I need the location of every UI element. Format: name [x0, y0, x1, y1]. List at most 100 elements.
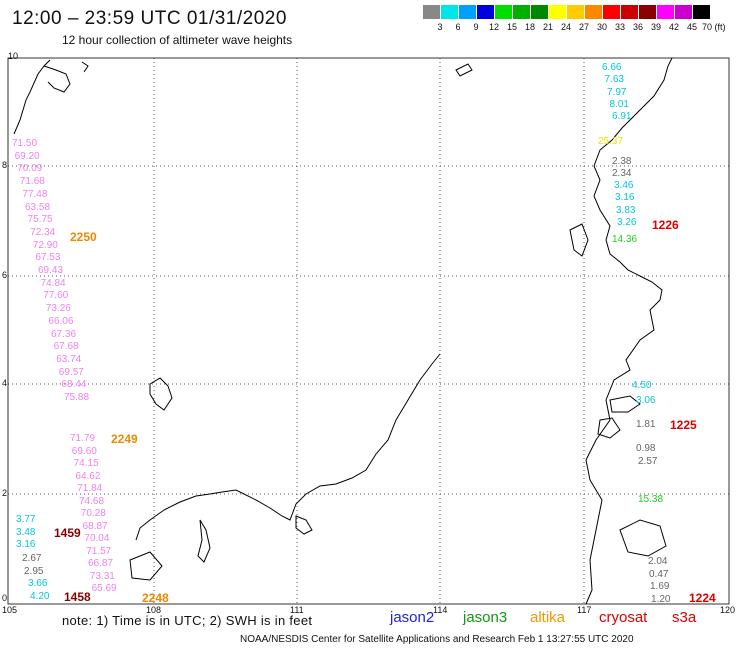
wave-height-value: 4.20 — [30, 590, 50, 602]
scale-label: 21 — [542, 22, 553, 32]
pass-time-1226: 1226 — [652, 218, 679, 232]
wave-height-value: 67.53 — [35, 252, 61, 264]
wave-height-value: 14.36 — [612, 234, 638, 245]
wave-height-value: 74.84 — [40, 277, 66, 289]
scale-label: 15 — [506, 22, 517, 32]
scale-label: 24 — [560, 22, 571, 32]
wave-height-value: 3.26 — [617, 216, 637, 228]
wave-height-value: 3.48 — [16, 526, 36, 538]
wave-height-value: 69.57 — [58, 366, 84, 378]
wave-height-value: 69.43 — [38, 265, 64, 276]
scale-swatch — [584, 5, 602, 19]
lon-label-120: 120 — [720, 605, 736, 615]
wave-height-value: 3.83 — [616, 204, 636, 216]
scale-label: 18 — [524, 22, 535, 32]
wave-height-value: 65.69 — [91, 583, 117, 594]
scale-label: 45 — [686, 22, 697, 32]
wave-height-value: 73.26 — [45, 303, 71, 315]
pass-time-2250: 2250 — [70, 230, 97, 244]
scale-swatch — [620, 5, 638, 19]
wave-height-value: 2.95 — [24, 565, 44, 577]
wave-height-value: 77.60 — [43, 290, 69, 302]
wave-height-value: 72.90 — [32, 239, 58, 251]
lat-label-8: 8 — [2, 160, 8, 170]
footnote: note: 1) Time is in UTC; 2) SWH is in fe… — [62, 613, 313, 628]
wave-height-value: 6.91 — [612, 111, 632, 123]
wave-height-value: 3.46 — [614, 180, 634, 191]
wave-height-value: 73.31 — [89, 570, 115, 582]
wave-height-value: 3.06 — [636, 395, 656, 406]
wave-height-value: 63.58 — [25, 201, 51, 213]
wave-height-value: 15.38 — [638, 494, 664, 505]
satellite-altika: altika — [530, 609, 566, 626]
wave-height-value: 68.87 — [82, 520, 108, 532]
pass-time-2248: 2248 — [142, 591, 169, 605]
scale-label: 39 — [650, 22, 661, 32]
scale-label: 3 — [437, 22, 443, 32]
scale-swatch — [530, 5, 548, 19]
pass-time-1458: 1458 — [64, 590, 91, 604]
lat-label-10: 10 — [8, 51, 19, 61]
scale-label: 36 — [632, 22, 643, 32]
wave-height-value: 6.66 — [602, 62, 622, 73]
pass-time-1224: 1224 — [689, 591, 716, 605]
wave-height-value: 67.36 — [51, 328, 77, 340]
wave-height-value: 1.81 — [636, 419, 656, 430]
wave-height-value: 68.44 — [61, 379, 87, 391]
wave-height-value: 64.62 — [75, 470, 101, 482]
scale-label: 42 — [668, 22, 679, 32]
wave-height-value: 0.47 — [649, 568, 669, 580]
lon-label-108: 108 — [146, 605, 162, 615]
wave-height-value: 71.50 — [12, 138, 38, 149]
lon-label-114: 114 — [433, 605, 448, 615]
scale-swatch — [512, 5, 530, 19]
satellite-jason2: jason2 — [390, 609, 435, 626]
wave-height-value: 70.28 — [80, 508, 106, 519]
scale-swatch — [656, 5, 674, 19]
graticule — [8, 58, 729, 604]
satellite-cryosat: cryosat — [599, 609, 648, 626]
scale-swatch — [566, 5, 584, 19]
wave-height-value: 72.34 — [30, 226, 56, 238]
wave-height-value: 75.88 — [64, 392, 90, 403]
wave-height-value: 25.37 — [598, 136, 624, 147]
wave-height-value: 69.60 — [71, 445, 97, 457]
scale-swatch — [548, 5, 566, 19]
wave-height-value: 70.04 — [84, 533, 110, 544]
scale-swatch — [674, 5, 692, 19]
wave-height-value: 7.97 — [607, 86, 627, 98]
pass-time-2249: 2249 — [111, 432, 138, 446]
pass-time-1459: 1459 — [54, 526, 81, 540]
scale-label: 30 — [596, 22, 607, 32]
wave-height-value: 2.67 — [22, 553, 42, 564]
scale-label: 9 — [473, 22, 479, 32]
scale-swatch — [494, 5, 512, 19]
wave-height-value: 2.57 — [638, 456, 658, 467]
wave-height-value: 1.20 — [651, 593, 671, 605]
wave-height-value: 71.84 — [77, 483, 103, 494]
scale-label: 70 (ft) — [702, 22, 726, 32]
map-title: 12:00 – 23:59 UTC 01/31/2020 — [12, 8, 287, 29]
wave-height-value: 2.34 — [612, 168, 632, 179]
satellite-jason3: jason3 — [463, 609, 508, 626]
wave-height-value: 69.20 — [14, 150, 40, 162]
wave-height-value: 1.69 — [650, 581, 670, 592]
lat-label-2: 2 — [2, 488, 8, 498]
wave-height-value: 67.68 — [53, 341, 79, 353]
wave-height-value: 8.01 — [609, 98, 629, 110]
scale-label: 6 — [455, 22, 461, 32]
wave-height-value: 66.87 — [88, 558, 114, 569]
scale-swatch — [692, 5, 710, 19]
wave-height-value: 77.48 — [22, 188, 48, 200]
scale-label: 12 — [488, 22, 499, 32]
lat-label-0: 0 — [2, 593, 8, 603]
lon-label-111: 111 — [290, 605, 304, 615]
scale-swatch — [476, 5, 494, 19]
wave-height-value: 71.79 — [70, 433, 96, 444]
scale-swatch — [458, 5, 476, 19]
wave-height-value: 3.66 — [28, 578, 48, 589]
wave-height-value: 3.16 — [615, 192, 635, 204]
wave-height-value: 4.50 — [632, 380, 652, 391]
